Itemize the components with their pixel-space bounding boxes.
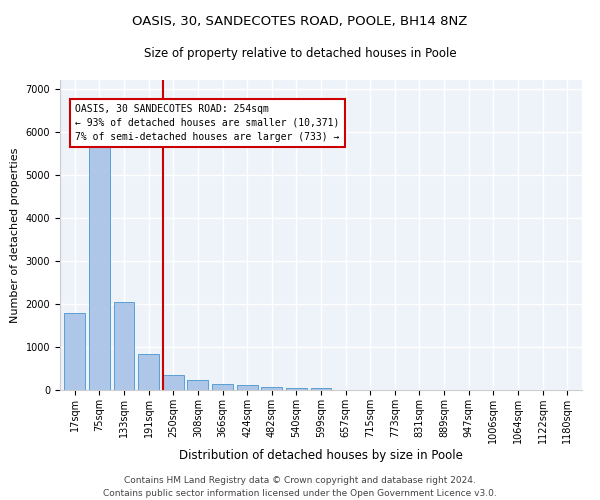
Text: Size of property relative to detached houses in Poole: Size of property relative to detached ho…: [143, 48, 457, 60]
Bar: [261, 387, 282, 390]
Bar: [187, 380, 208, 390]
X-axis label: Distribution of detached houses by size in Poole: Distribution of detached houses by size …: [179, 448, 463, 462]
Bar: [163, 376, 184, 390]
Bar: [236, 386, 257, 390]
Bar: [113, 302, 134, 390]
Y-axis label: Number of detached properties: Number of detached properties: [10, 148, 20, 322]
Bar: [212, 384, 233, 390]
Bar: [286, 388, 307, 390]
Bar: [311, 388, 331, 390]
Text: OASIS, 30, SANDECOTES ROAD, POOLE, BH14 8NZ: OASIS, 30, SANDECOTES ROAD, POOLE, BH14 …: [133, 15, 467, 28]
Bar: [89, 140, 110, 390]
Text: Contains HM Land Registry data © Crown copyright and database right 2024.
Contai: Contains HM Land Registry data © Crown c…: [103, 476, 497, 498]
Bar: [138, 354, 159, 390]
Text: OASIS, 30 SANDECOTES ROAD: 254sqm
← 93% of detached houses are smaller (10,371)
: OASIS, 30 SANDECOTES ROAD: 254sqm ← 93% …: [75, 104, 340, 142]
Bar: [64, 314, 85, 390]
